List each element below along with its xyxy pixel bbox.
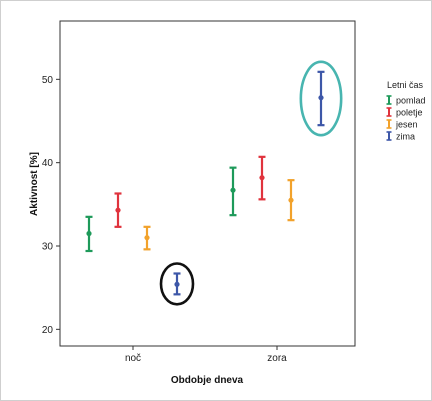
error-bar-zima-noc [173,272,181,296]
error-bar-jesen-zora [287,179,295,222]
legend-item-poletje: poletje [386,107,423,118]
error-bar-pomlad-zora [229,166,237,217]
mean-point [288,197,294,203]
x-tick-label: zora [267,353,287,364]
legend-label: poletje [396,108,423,118]
mean-point [86,230,92,237]
x-axis-title: Obdobje dneva [171,375,244,386]
legend-label: zima [396,132,415,142]
y-tick-label: 50 [42,75,54,86]
legend-label: jesen [395,120,418,130]
error-bar-poletje-zora [258,155,266,201]
mean-point [259,175,265,181]
highlight-ellipse-zora [299,60,343,137]
legend-item-zima: zima [386,131,415,142]
error-bar-zima-zora [317,70,325,127]
legend-item-pomlad: pomlad [386,95,426,106]
legend: Letni čas pomlad poletje jesen zima [386,80,426,142]
x-tick-label: noč [125,353,141,364]
error-bar-pomlad-noc [85,215,93,253]
error-bar-jesen-noc [143,225,151,251]
legend-label: pomlad [396,96,426,106]
mean-point [144,235,150,241]
mean-point [115,207,121,213]
error-bar-poletje-noc [114,192,122,228]
data-marks [85,70,325,296]
y-axis-title: Aktivnost [%] [29,152,40,216]
mean-point [230,187,236,193]
mean-point [174,281,180,287]
y-tick-label: 40 [42,158,54,169]
mean-point [318,95,324,101]
legend-item-jesen: jesen [386,119,418,130]
axes: 20 30 40 50 noč zora [42,75,287,364]
highlight-ellipse-noc [159,262,195,306]
y-tick-label: 20 [42,325,54,336]
plot-area [59,20,356,347]
legend-title: Letni čas [387,80,424,90]
y-tick-label: 30 [42,242,54,253]
annotations [159,60,343,306]
